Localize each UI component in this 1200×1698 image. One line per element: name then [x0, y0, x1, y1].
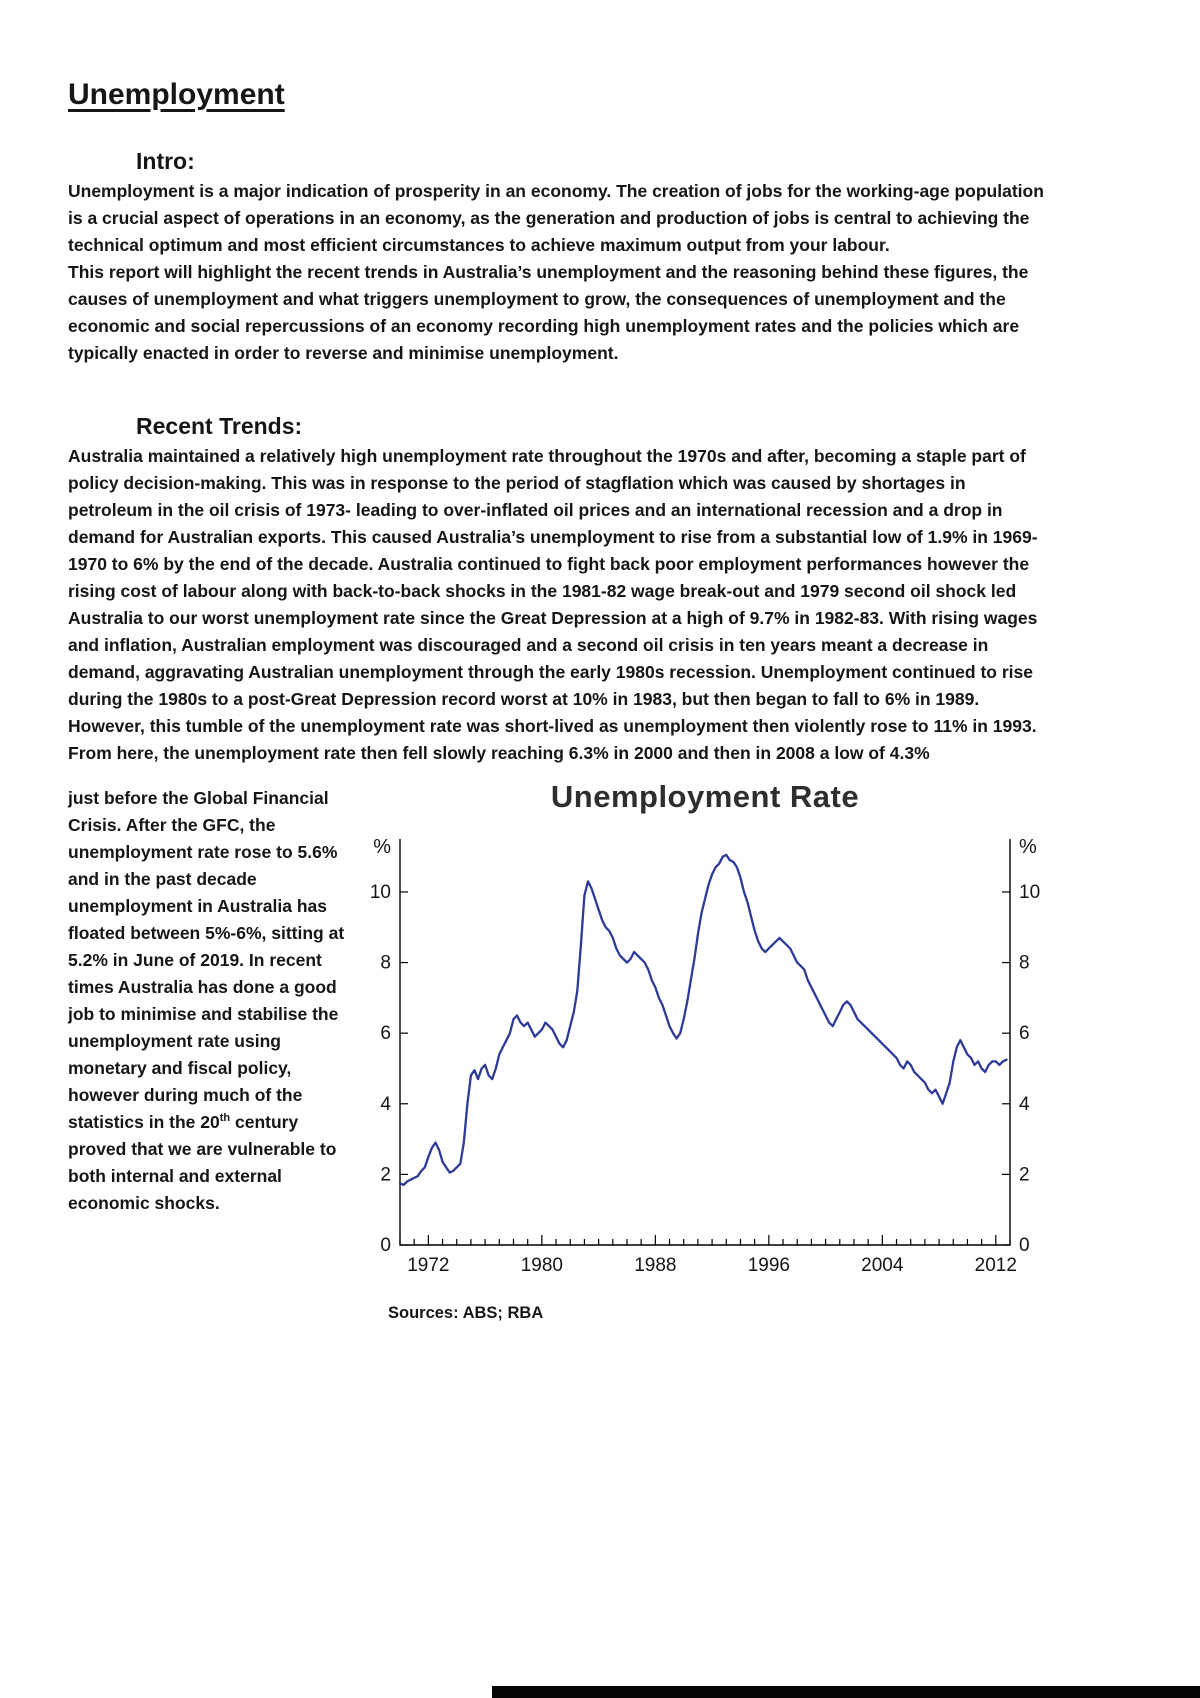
svg-text:1996: 1996	[748, 1255, 790, 1276]
trends-paragraph-main: Australia maintained a relatively high u…	[68, 446, 1038, 763]
wrap-text-superscript: th	[219, 1111, 231, 1124]
svg-text:10: 10	[370, 882, 391, 903]
svg-text:%: %	[373, 836, 391, 858]
svg-text:6: 6	[1019, 1023, 1030, 1044]
svg-text:1988: 1988	[634, 1255, 676, 1276]
svg-text:10: 10	[1019, 882, 1040, 903]
unemployment-rate-chart: Unemployment Rate 0 0 2 2 4 4 6 6 8 8 10 10%% 1972 19…	[360, 779, 1050, 1323]
svg-text:4: 4	[1019, 1094, 1030, 1115]
intro-heading: Intro:	[136, 148, 195, 174]
trends-paragraph-wrap: just before the Global Financial Crisis.…	[68, 785, 350, 1217]
recent-trends-heading: Recent Trends:	[136, 413, 303, 439]
svg-text:2012: 2012	[975, 1255, 1017, 1276]
wrap-text-part2: century proved that we are vulnerable to…	[68, 1111, 337, 1213]
page-title: Unemployment	[68, 78, 285, 111]
svg-text:2: 2	[380, 1164, 391, 1185]
svg-text:2: 2	[1019, 1164, 1030, 1185]
chart-source-label: Sources: ABS; RBA	[388, 1304, 544, 1322]
svg-text:0: 0	[380, 1235, 391, 1256]
svg-text:4: 4	[380, 1094, 391, 1115]
svg-text:2004: 2004	[861, 1255, 904, 1276]
text-chart-wrap-row: just before the Global Financial Crisis.…	[68, 767, 1140, 1323]
svg-text:6: 6	[380, 1023, 391, 1044]
chart-plot-area: 0 0 2 2 4 4 6 6 8 8 10 10% % 1972 1980 1988 1996 2004 2012	[370, 836, 1040, 1276]
svg-text:1980: 1980	[521, 1255, 563, 1276]
svg-text:8: 8	[1019, 953, 1030, 974]
scan-edge-bar	[492, 1686, 1200, 1698]
svg-text:%: %	[1019, 836, 1037, 858]
intro-paragraph-1: Unemployment is a major indication of pr…	[68, 181, 1044, 255]
svg-text:8: 8	[380, 953, 391, 974]
chart-title: Unemployment Rate	[550, 779, 860, 814]
intro-paragraph-2: This report will highlight the recent tr…	[68, 262, 1029, 363]
svg-text:0: 0	[1019, 1235, 1030, 1256]
svg-text:1972: 1972	[407, 1255, 449, 1276]
wrap-text-part1: just before the Global Financial Crisis.…	[68, 787, 345, 1132]
